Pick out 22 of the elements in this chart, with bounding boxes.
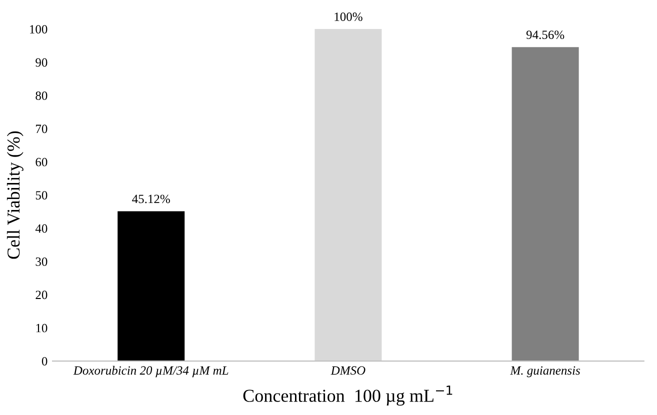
y-tick-label: 10 — [36, 324, 48, 332]
x-tick-label: DMSO — [330, 366, 366, 375]
y-tick-label: 30 — [36, 257, 48, 266]
bar — [118, 211, 185, 362]
y-tick-label: 70 — [36, 124, 48, 134]
y-tick-label: 40 — [35, 224, 48, 233]
y-tick-label: 20 — [36, 290, 48, 300]
y-tick-label: 0 — [42, 357, 48, 366]
bar — [512, 47, 579, 362]
x-tick-label: Doxorubicin 20 µM/34 µM mL — [73, 366, 228, 378]
bar — [314, 29, 382, 362]
y-axis-title: Cell Viability (%) — [6, 131, 24, 259]
y-tick-label: 60 — [36, 158, 48, 166]
data-label: 100% — [334, 12, 362, 21]
y-tick-label: 80 — [36, 91, 48, 100]
x-tick-label: M. guianensis — [510, 366, 580, 378]
data-label: 94.56% — [526, 30, 564, 40]
data-label: 45.12% — [132, 194, 170, 204]
y-tick-label: 100 — [30, 25, 48, 34]
x-axis-title: Concentration 100 µg mL$^{−1}$ — [243, 386, 452, 406]
y-tick-label: 90 — [36, 58, 48, 67]
y-tick-label: 50 — [36, 191, 48, 200]
